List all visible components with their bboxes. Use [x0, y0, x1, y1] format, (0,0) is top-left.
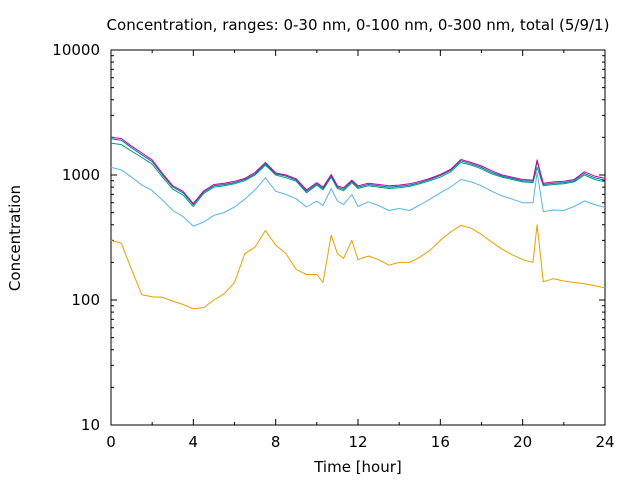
x-axis-label: Time [hour] [313, 458, 402, 476]
series-line-5 [110, 136, 606, 205]
chart-title: Concentration, ranges: 0-30 nm, 0-100 nm… [107, 16, 610, 34]
x-tick-label: 20 [513, 433, 532, 451]
x-tick-label: 4 [189, 433, 199, 451]
series-line-3 [110, 142, 606, 207]
y-axis-label: Concentration [6, 185, 24, 291]
y-tick-label: 10000 [52, 41, 100, 59]
series-line-4 [110, 138, 606, 206]
y-tick-label: 100 [71, 291, 100, 309]
series-line-2 [110, 166, 606, 227]
x-tick-label: 12 [348, 433, 367, 451]
plot-frame [110, 49, 606, 426]
series-line-1 [110, 224, 606, 310]
y-tick-label: 10 [81, 416, 100, 434]
x-axis: 0 4 8 12 16 20 24 [106, 50, 615, 451]
x-tick-label: 16 [431, 433, 450, 451]
x-tick-label: 24 [595, 433, 614, 451]
x-tick-label: 8 [271, 433, 281, 451]
y-axis: 10 100 1000 10000 [52, 41, 605, 434]
y-tick-label: 1000 [62, 166, 100, 184]
series-layer [110, 136, 606, 310]
x-tick-label: 0 [106, 433, 116, 451]
